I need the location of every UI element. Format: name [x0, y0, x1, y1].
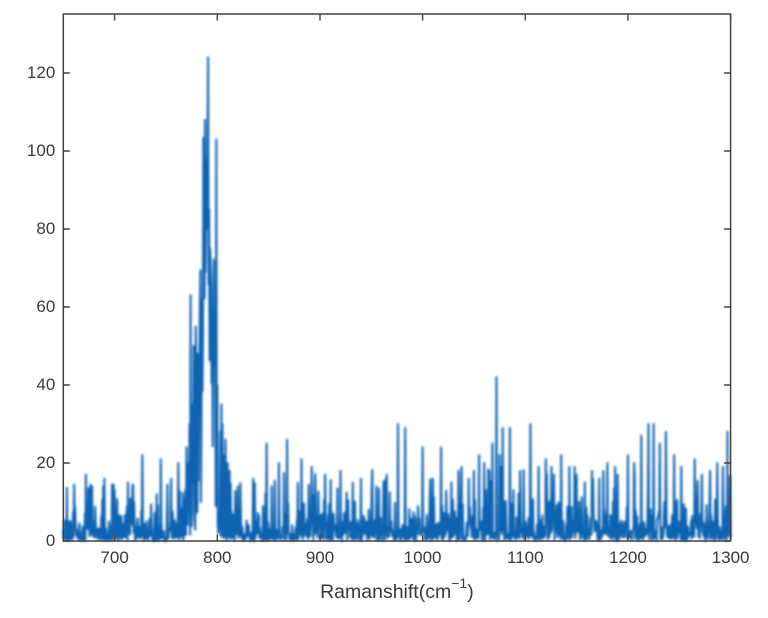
svg-text:100: 100: [27, 141, 55, 160]
svg-text:700: 700: [100, 548, 128, 567]
svg-text:60: 60: [36, 297, 55, 316]
svg-text:1300: 1300: [712, 548, 750, 567]
svg-text:80: 80: [36, 219, 55, 238]
svg-text:120: 120: [27, 63, 55, 82]
svg-text:800: 800: [203, 548, 231, 567]
svg-text:1000: 1000: [404, 548, 442, 567]
svg-text:40: 40: [36, 375, 55, 394]
svg-text:1100: 1100: [507, 548, 544, 567]
svg-text:1200: 1200: [609, 548, 647, 567]
svg-text:20: 20: [36, 453, 55, 472]
svg-text:0: 0: [46, 531, 55, 550]
svg-text:900: 900: [306, 548, 334, 567]
